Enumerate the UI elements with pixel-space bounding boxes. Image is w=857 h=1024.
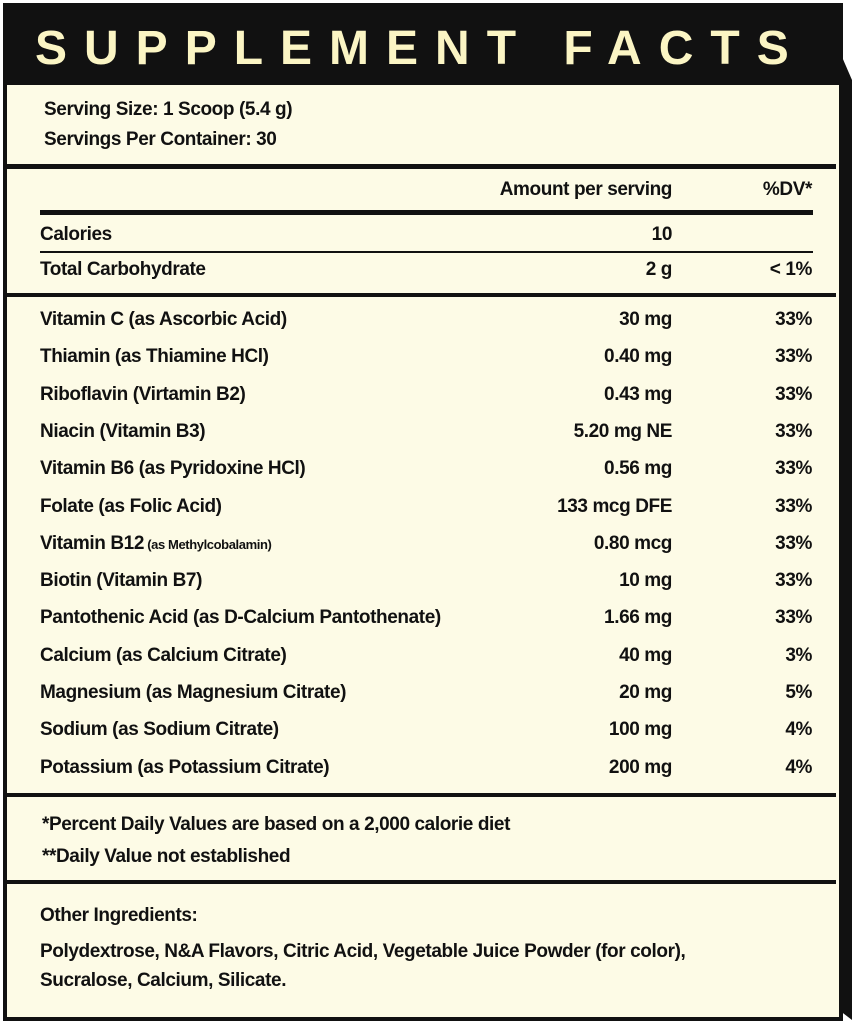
amount: 133 mcg DFE (557, 495, 672, 517)
nutrient-note: (as Methylcobalamin) (144, 536, 272, 552)
nutrient-name: Potassium (as Potassium Citrate) (40, 756, 330, 778)
nutrient-name: Calcium (as Calcium Citrate) (40, 644, 287, 666)
daily-value: 33% (775, 607, 812, 629)
daily-value: 3% (785, 644, 812, 666)
ingredients-text: Polydextrose, N&A Flavors, Citric Acid, … (40, 941, 686, 962)
daily-value: 4% (785, 756, 812, 778)
serving-info: Serving Size: 1 Scoop (5.4 g) (44, 99, 293, 120)
label: SUPPLEMENT FACTS (3, 3, 843, 1021)
daily-value: 33% (775, 383, 812, 405)
amount: 0.80 mcg (593, 532, 673, 554)
amount: 10 (651, 224, 673, 245)
rule (5, 293, 836, 297)
rule (40, 209, 813, 215)
amount: 5.20 mg NE (573, 420, 673, 442)
amount: 0.40 mg (604, 346, 672, 368)
nutrient-name: Sodium (as Sodium Citrate) (40, 719, 279, 741)
daily-value: 33% (775, 420, 812, 442)
footnote: **Daily Value not established (42, 846, 291, 867)
nutrient-name: Folate (as Folic Acid) (40, 495, 222, 517)
column-header: %DV* (762, 179, 812, 200)
serving-info: Servings Per Container: 30 (44, 129, 277, 150)
rule (40, 251, 813, 253)
rule (5, 163, 836, 169)
daily-value: < 1% (769, 259, 813, 280)
amount: 30 mg (619, 309, 672, 330)
nutrient-name: Total Carbohydrate (40, 259, 206, 280)
ingredients-label: Other Ingredients: (40, 905, 198, 926)
nutrient-name: Biotin (Vitamin B7) (40, 570, 202, 592)
nutrient-name: Vitamin B6 (as Pyridoxine HCl) (40, 458, 306, 480)
nutrient-name: Pantothenic Acid (as D-Calcium Pantothen… (40, 607, 441, 629)
amount: 40 mg (619, 644, 672, 666)
nutrient-name: Riboflavin (Virtamin B2) (40, 383, 246, 405)
column-header: Amount per serving (499, 179, 673, 200)
daily-value: 33% (775, 346, 812, 368)
nutrient-name: Magnesium (as Magnesium Citrate) (40, 682, 347, 703)
nutrient-name: Calories (40, 224, 112, 245)
rule (5, 880, 836, 884)
nutrient-name: Vitamin C (as Ascorbic Acid) (40, 309, 287, 330)
nutrient-name: Niacin (Vitamin B3) (40, 420, 206, 442)
amount: 100 mg (608, 719, 672, 741)
amount: 2 g (645, 259, 673, 280)
ingredients-text: Sucralose, Calcium, Silicate. (40, 970, 287, 991)
daily-value: 4% (785, 719, 812, 741)
nutrient-name: Vitamin B12 (as Methylcobalamin) (40, 532, 272, 557)
footnote: *Percent Daily Values are based on a 2,0… (42, 814, 511, 835)
amount: 1.66 mg (604, 607, 672, 629)
amount: 10 mg (619, 570, 672, 592)
header: SUPPLEMENT FACTS (7, 7, 839, 85)
amount: 0.43 mg (604, 383, 672, 405)
rule (5, 793, 836, 797)
daily-value: 5% (785, 682, 812, 703)
amount: 20 mg (619, 682, 672, 703)
amount: 200 mg (608, 756, 672, 778)
daily-value: 33% (775, 570, 812, 592)
amount: 0.56 mg (604, 458, 672, 480)
daily-value: 33% (775, 495, 812, 517)
daily-value: 33% (775, 458, 812, 480)
title: SUPPLEMENT FACTS (35, 22, 806, 75)
daily-value: 33% (775, 532, 812, 554)
daily-value: 33% (775, 309, 812, 330)
nutrient-name: Thiamin (as Thiamine HCl) (40, 346, 269, 368)
nutrient-name-text: Vitamin B12 (40, 532, 145, 554)
